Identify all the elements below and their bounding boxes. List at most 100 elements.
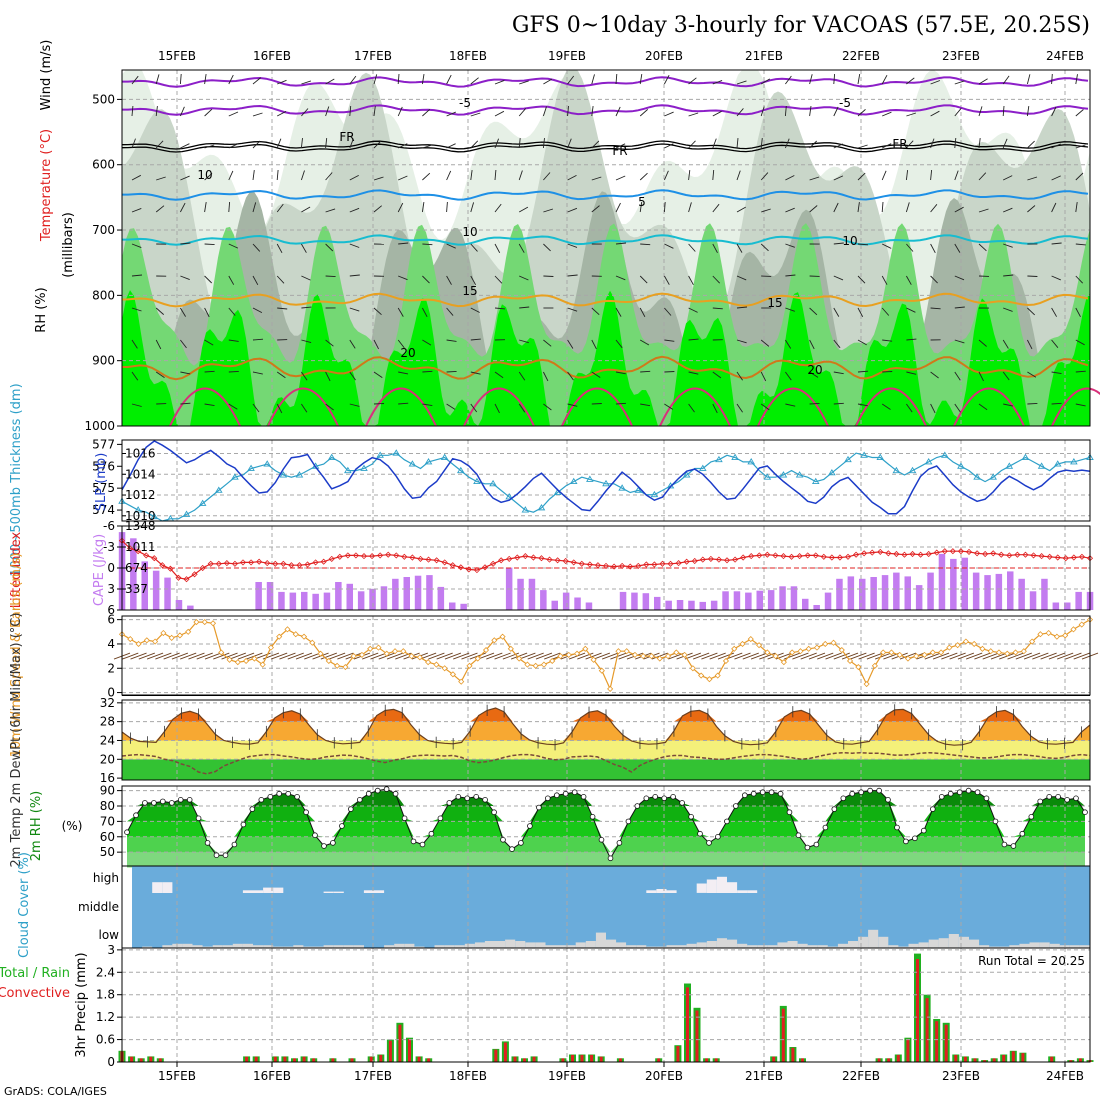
wind-speed-point [416, 654, 423, 661]
cape-bar [403, 577, 410, 610]
wind-barb [155, 106, 158, 117]
rh-point [777, 790, 784, 797]
cape-bar [164, 577, 171, 610]
wind-speed-point [441, 665, 448, 672]
surface-wind-barb [750, 652, 768, 660]
wind-speed-point [201, 619, 208, 626]
chart-title: GFS 0~10day 3-hourly for VACOAS (57.5E, … [512, 13, 1090, 38]
cloud-bar-low [192, 945, 203, 948]
wind-barb [543, 275, 554, 277]
wind-barb [204, 370, 215, 373]
cape-bar [767, 590, 775, 610]
precip-bar-convective [925, 998, 929, 1062]
surface-wind-barb [196, 652, 213, 660]
wind-barb [881, 275, 888, 285]
lifted-point [264, 560, 271, 567]
precip-bar-convective [312, 1058, 316, 1062]
wind-barb [663, 201, 666, 213]
wind-barb [760, 78, 771, 85]
lifted-point [925, 550, 932, 558]
wind-speed-point [482, 646, 490, 654]
wind-barb [397, 106, 403, 117]
wind-barb [978, 138, 981, 149]
wind-speed-point [598, 667, 605, 674]
lifted-point [369, 553, 376, 560]
wind-barb [301, 108, 309, 117]
wind-barb [301, 403, 308, 413]
x-tick-label-bottom: 21FEB [745, 1069, 783, 1083]
wind-speed-point [747, 636, 754, 643]
surface-wind-barb [436, 652, 453, 660]
wind-barb [446, 370, 457, 373]
cape-bar [836, 578, 843, 610]
wind-speed-point [317, 650, 324, 657]
precip-bar-convective [618, 1058, 622, 1062]
wind-speed-point [160, 629, 167, 637]
wind-barb [954, 108, 962, 117]
wind-speed-point [904, 655, 912, 662]
wind-barb [1026, 106, 1030, 117]
wind-barb [664, 243, 674, 249]
temp-tick-label: 20 [100, 752, 115, 766]
surface-wind-barb [585, 652, 602, 660]
wind-speed-point [880, 649, 887, 656]
wind-barb [1003, 274, 1014, 277]
thickness-point [569, 477, 578, 485]
cloud-bar-low [1039, 942, 1050, 948]
wind-barb [881, 74, 888, 85]
lifted-point [473, 567, 480, 574]
lifted-point [175, 574, 182, 581]
rh2m-unit-label: (%) [62, 819, 83, 833]
rh-point [356, 796, 363, 803]
rh-point [571, 789, 578, 795]
wind-barb [325, 78, 335, 85]
precip-bar-convective [408, 1038, 411, 1062]
wind-barb [591, 371, 601, 378]
wind-speed-point [1020, 648, 1027, 655]
wind-barb [1051, 339, 1059, 348]
wind-barb [277, 307, 288, 310]
thickness-point [731, 453, 739, 460]
wind-barb [639, 74, 643, 85]
surface-wind-barb [502, 652, 520, 660]
lifted-point [748, 553, 755, 560]
wind-speed-point [971, 640, 978, 648]
wind-speed-point [673, 649, 680, 656]
lifted-point [127, 545, 134, 552]
wind-barb [446, 275, 452, 285]
wind-barb [736, 170, 741, 181]
temp-tick-label: 16 [100, 771, 115, 785]
precip-bar-convective [245, 1056, 249, 1062]
wind-barb [1051, 73, 1053, 85]
thickness-point [586, 475, 594, 482]
rh-point [428, 830, 435, 837]
lifted-point [118, 537, 126, 544]
wind-barb [422, 339, 432, 346]
cape-bar [995, 573, 1003, 610]
wind-barb [784, 138, 790, 149]
wind-barb [615, 307, 622, 317]
wind-barb [567, 403, 578, 407]
wind-barb [325, 243, 334, 252]
wind-speed-point [838, 646, 845, 654]
precip-bar-convective [935, 1021, 939, 1062]
cloud-level-label: high [93, 871, 119, 885]
wind-barb [664, 307, 672, 316]
thickness-point [989, 473, 997, 480]
precip-tick-label: 3 [107, 943, 115, 957]
cloud-bar-low [565, 945, 576, 948]
wind-barb [930, 243, 936, 254]
cape-bar [574, 597, 581, 610]
wind-barb [954, 403, 961, 413]
lifted-point [1054, 554, 1061, 561]
surface-wind-barb [817, 652, 834, 660]
wind-barb [978, 78, 988, 85]
wind-speed-point [871, 662, 878, 669]
wind-barb [785, 243, 795, 248]
wind-barb [857, 144, 868, 149]
wind-barb [252, 202, 257, 213]
precip-tick-label: 2.4 [96, 965, 115, 979]
wind-barb [518, 403, 526, 413]
surface-wind-barb [833, 652, 850, 660]
lifted-point [336, 553, 343, 560]
